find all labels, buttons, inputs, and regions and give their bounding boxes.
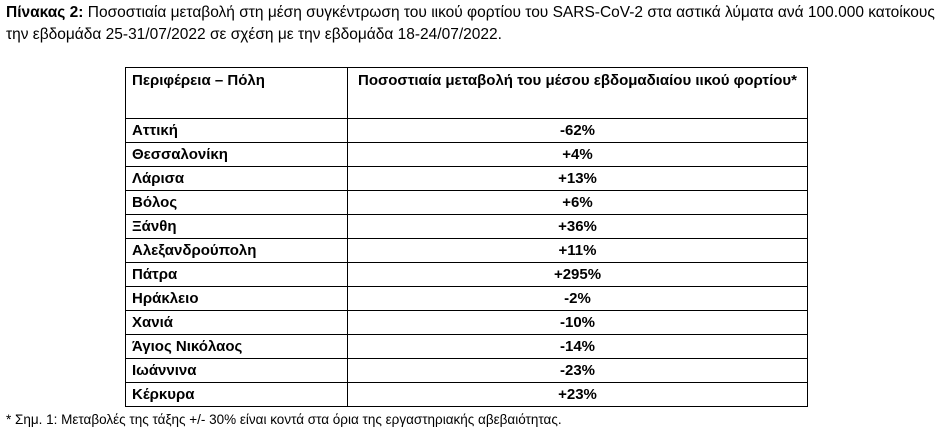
cell-city: Πάτρα [125, 262, 348, 287]
caption-label: Πίνακας 2: [6, 4, 84, 21]
table-row: Θεσσαλονίκη +4% [125, 142, 808, 167]
cell-change: -10% [347, 310, 808, 335]
table-row: Κέρκυρα +23% [125, 382, 808, 407]
cell-change: +11% [347, 238, 808, 263]
cell-city: Άγιος Νικόλαος [125, 334, 348, 359]
table-row: Άγιος Νικόλαος -14% [125, 334, 808, 359]
table-row: Ηράκλειο -2% [125, 286, 808, 311]
header-percent-change: Ποσοστιαία μεταβολή του μέσου εβδομαδιαί… [347, 67, 808, 119]
cell-city: Αττική [125, 118, 348, 143]
table-row: Χανιά -10% [125, 310, 808, 335]
cell-city: Κέρκυρα [125, 382, 348, 407]
cell-change: +6% [347, 190, 808, 215]
cell-change: -14% [347, 334, 808, 359]
footnote: * Σημ. 1: Μεταβολές της τάξης +/- 30% εί… [6, 412, 562, 427]
cell-city: Ηράκλειο [125, 286, 348, 311]
cell-city: Ξάνθη [125, 214, 348, 239]
cell-city: Χανιά [125, 310, 348, 335]
cell-change: +4% [347, 142, 808, 167]
cell-city: Θεσσαλονίκη [125, 142, 348, 167]
table-row: Ιωάννινα -23% [125, 358, 808, 383]
cell-city: Βόλος [125, 190, 348, 215]
cell-change: -62% [347, 118, 808, 143]
cell-change: -2% [347, 286, 808, 311]
caption-text: Ποσοστιαία μεταβολή στη μέση συγκέντρωση… [6, 4, 935, 43]
cell-change: -23% [347, 358, 808, 383]
table-row: Ξάνθη +36% [125, 214, 808, 239]
cell-change: +13% [347, 166, 808, 191]
header-region-city: Περιφέρεια – Πόλη [125, 67, 348, 119]
cell-change: +295% [347, 262, 808, 287]
cell-city: Αλεξανδρούπολη [125, 238, 348, 263]
table-row: Πάτρα +295% [125, 262, 808, 287]
wastewater-change-table: Περιφέρεια – Πόλη Ποσοστιαία μεταβολή το… [125, 67, 808, 407]
table-caption: Πίνακας 2: Ποσοστιαία μεταβολή στη μέση … [6, 2, 938, 46]
table-row: Αλεξανδρούπολη +11% [125, 238, 808, 263]
table-row: Αττική -62% [125, 118, 808, 143]
table-row: Λάρισα +13% [125, 166, 808, 191]
cell-change: +36% [347, 214, 808, 239]
cell-city: Λάρισα [125, 166, 348, 191]
table-body: Αττική -62% Θεσσαλονίκη +4% Λάρισα +13% … [125, 118, 808, 407]
cell-city: Ιωάννινα [125, 358, 348, 383]
table-row: Βόλος +6% [125, 190, 808, 215]
table-header-row: Περιφέρεια – Πόλη Ποσοστιαία μεταβολή το… [125, 67, 808, 119]
cell-change: +23% [347, 382, 808, 407]
